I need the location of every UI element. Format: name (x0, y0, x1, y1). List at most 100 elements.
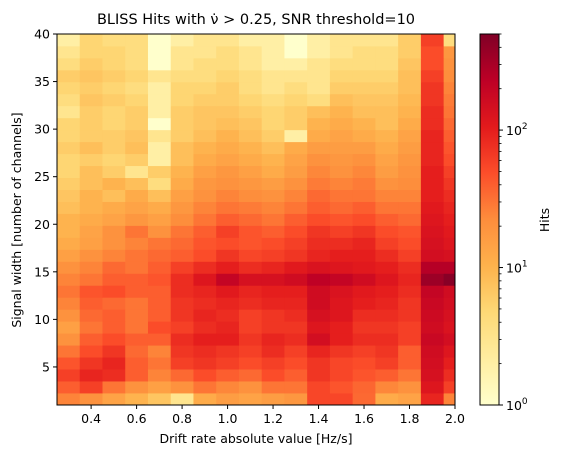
colorbar (479, 33, 500, 406)
heatmap-cell (147, 153, 172, 167)
heatmap-cell (329, 357, 354, 370)
heatmap-cell (170, 57, 194, 71)
heatmap-cell (193, 201, 217, 214)
heatmap-cell (420, 81, 445, 95)
y-tick-label: 25 (34, 169, 50, 184)
heatmap-cell (125, 189, 149, 202)
y-axis-label: Signal width [number of channels] (9, 112, 24, 327)
heatmap-cell (307, 237, 331, 250)
heatmap-cell (125, 273, 149, 286)
heatmap-cell (193, 45, 217, 59)
heatmap-cell (193, 69, 217, 83)
heatmap-cell (284, 141, 308, 155)
heatmap-cell (102, 237, 126, 250)
heatmap-cell (57, 129, 81, 143)
heatmap-cell (102, 213, 126, 226)
heatmap-cell (420, 297, 445, 310)
heatmap-cell (420, 393, 445, 406)
heatmap-cell (238, 345, 263, 358)
heatmap-cell (307, 345, 331, 358)
heatmap-cell (329, 369, 354, 382)
heatmap-cell (147, 213, 172, 226)
heatmap-cell (79, 309, 103, 322)
heatmap-cell (125, 393, 149, 406)
heatmap-cell (307, 213, 331, 226)
heatmap-cell (307, 165, 331, 179)
heatmap-cell (261, 45, 285, 59)
heatmap-cell (125, 321, 149, 334)
heatmap-cell (170, 34, 194, 47)
heatmap-cell (352, 129, 376, 143)
heatmap-cell (352, 213, 376, 226)
x-tick-label: 1.2 (263, 411, 283, 426)
heatmap-cell (125, 333, 149, 346)
heatmap-cell (57, 213, 81, 226)
heatmap-cell (375, 69, 399, 83)
heatmap-cell (352, 57, 376, 71)
heatmap-cell (352, 81, 376, 95)
heatmap-cell (443, 297, 456, 310)
heatmap-cell (193, 177, 217, 190)
heatmap-cell (352, 153, 376, 167)
heatmap-cell (284, 117, 308, 131)
heatmap-cell (261, 141, 285, 155)
heatmap-cell (238, 93, 263, 107)
heatmap-cell (375, 297, 399, 310)
heatmap-cell (375, 357, 399, 370)
heatmap-cell (443, 57, 456, 71)
heatmap-cell (147, 177, 172, 190)
heatmap-cell (147, 165, 172, 179)
heatmap-cell (216, 357, 240, 370)
heatmap-cell (193, 93, 217, 107)
heatmap-cell (193, 129, 217, 143)
heatmap-cell (261, 105, 285, 119)
heatmap-cell (57, 57, 81, 71)
heatmap-cell (443, 357, 456, 370)
heatmap-cell (284, 321, 308, 334)
heatmap-cell (79, 381, 103, 394)
heatmap-cell (284, 357, 308, 370)
heatmap-cell (443, 45, 456, 59)
heatmap-cell (102, 45, 126, 59)
heatmap-cell (57, 309, 81, 322)
heatmap-cell (216, 105, 240, 119)
heatmap-cell (420, 333, 445, 346)
heatmap-cell (238, 81, 263, 95)
heatmap-cell (147, 225, 172, 238)
y-tick-label: 40 (34, 27, 50, 42)
heatmap-cell (261, 249, 285, 262)
heatmap-cell (238, 237, 263, 250)
heatmap-cell (329, 249, 354, 262)
heatmap-cell (216, 57, 240, 71)
heatmap-cell (238, 105, 263, 119)
heatmap-cell (170, 369, 194, 382)
heatmap-cell (57, 93, 81, 107)
heatmap-cell (420, 345, 445, 358)
heatmap-cell (284, 345, 308, 358)
heatmap-cell (352, 273, 376, 286)
heatmap-cell (238, 273, 263, 286)
heatmap-cell (170, 141, 194, 155)
heatmap-cell (398, 141, 422, 155)
heatmap-cell (57, 105, 81, 119)
heatmap-cell (420, 381, 445, 394)
heatmap-cell (79, 321, 103, 334)
heatmap-cell (398, 357, 422, 370)
heatmap-cell (329, 165, 354, 179)
heatmap-cell (57, 141, 81, 155)
heatmap-cell (375, 34, 399, 47)
heatmap-cell (307, 333, 331, 346)
heatmap-cell (170, 201, 194, 214)
x-tick-label: 0.8 (172, 411, 192, 426)
heatmap-cell (57, 225, 81, 238)
heatmap-cell (57, 249, 81, 262)
heatmap-cell (238, 225, 263, 238)
heatmap-cell (238, 261, 263, 274)
heatmap-cell (420, 129, 445, 143)
heatmap-cell (443, 333, 456, 346)
heatmap-cell (216, 345, 240, 358)
heatmap-cell (375, 225, 399, 238)
heatmap-cell (79, 189, 103, 202)
heatmap-cell (375, 153, 399, 167)
heatmap-cell (57, 345, 81, 358)
